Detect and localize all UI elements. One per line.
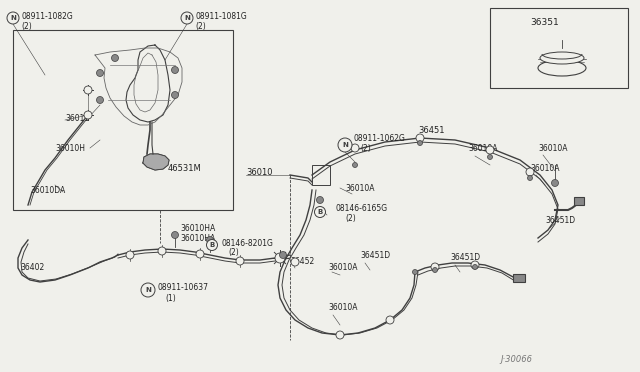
Bar [490, 8, 628, 88]
Text: 36351: 36351 [530, 17, 559, 26]
Text: 36451D: 36451D [360, 250, 390, 260]
Text: 08911-1062G: 08911-1062G [353, 134, 405, 142]
Circle shape [280, 251, 287, 259]
Circle shape [314, 206, 326, 218]
Text: 08146-8201G: 08146-8201G [222, 240, 274, 248]
Text: 36010HA: 36010HA [180, 234, 215, 243]
Text: 36010: 36010 [246, 167, 273, 176]
Text: N: N [184, 15, 190, 21]
Text: (2): (2) [21, 22, 32, 31]
Text: B: B [209, 242, 214, 248]
Text: N: N [10, 15, 16, 21]
Text: 36402: 36402 [20, 263, 44, 273]
Circle shape [488, 154, 493, 160]
Circle shape [336, 331, 344, 339]
Circle shape [338, 138, 352, 152]
Circle shape [413, 269, 417, 275]
Circle shape [472, 264, 477, 269]
Circle shape [526, 168, 534, 176]
Text: 08146-6165G: 08146-6165G [335, 203, 387, 212]
Text: 36010A: 36010A [328, 263, 358, 273]
Circle shape [236, 257, 244, 265]
Circle shape [527, 176, 532, 180]
Text: N: N [342, 142, 348, 148]
Text: (2): (2) [345, 214, 356, 222]
Circle shape [353, 163, 358, 167]
Text: B: B [317, 209, 323, 215]
Bar [312, 165, 330, 185]
Bar [513, 274, 525, 282]
Circle shape [416, 134, 424, 142]
Bar [574, 197, 584, 205]
Circle shape [351, 144, 359, 152]
Text: N: N [145, 287, 151, 293]
Circle shape [172, 67, 179, 74]
Text: 36010A: 36010A [530, 164, 559, 173]
Circle shape [471, 261, 479, 269]
Circle shape [97, 96, 104, 103]
Text: J·30066: J·30066 [500, 356, 532, 365]
Circle shape [317, 196, 323, 203]
Circle shape [172, 92, 179, 99]
Circle shape [84, 86, 92, 94]
Circle shape [552, 180, 559, 186]
Circle shape [386, 316, 394, 324]
Circle shape [275, 253, 285, 263]
Text: 36010HA: 36010HA [180, 224, 215, 232]
Text: 08911-1081G: 08911-1081G [195, 12, 247, 20]
Circle shape [111, 55, 118, 61]
Circle shape [207, 237, 214, 244]
Text: (2): (2) [360, 144, 371, 153]
Circle shape [97, 70, 104, 77]
Text: (1): (1) [165, 294, 176, 302]
Text: 36010A: 36010A [468, 144, 497, 153]
Circle shape [431, 263, 439, 271]
Text: 36451D: 36451D [545, 215, 575, 224]
Circle shape [207, 240, 218, 250]
Circle shape [141, 283, 155, 297]
Text: 36451: 36451 [418, 125, 445, 135]
Ellipse shape [540, 52, 584, 64]
Text: 36010A: 36010A [538, 144, 568, 153]
Ellipse shape [538, 60, 586, 76]
Text: 36011: 36011 [65, 113, 89, 122]
Text: (2): (2) [228, 248, 239, 257]
Circle shape [291, 258, 299, 266]
Circle shape [196, 250, 204, 258]
Circle shape [7, 12, 19, 24]
Circle shape [181, 12, 193, 24]
Text: 36451D: 36451D [450, 253, 480, 263]
Circle shape [433, 267, 438, 273]
Polygon shape [143, 154, 169, 170]
Text: (2): (2) [195, 22, 205, 31]
Text: 36010H: 36010H [55, 144, 85, 153]
Circle shape [172, 231, 179, 238]
Text: 36010A: 36010A [345, 183, 374, 192]
Text: 46531M: 46531M [168, 164, 202, 173]
Circle shape [486, 146, 494, 154]
Text: 08911-1082G: 08911-1082G [21, 12, 73, 20]
Circle shape [417, 141, 422, 145]
Circle shape [126, 251, 134, 259]
Bar [13, 30, 233, 210]
Text: 36452: 36452 [290, 257, 314, 266]
Circle shape [84, 111, 92, 119]
Text: 36010A: 36010A [328, 304, 358, 312]
Text: 08911-10637: 08911-10637 [158, 283, 209, 292]
Circle shape [158, 247, 166, 255]
Text: 36010DA: 36010DA [30, 186, 65, 195]
